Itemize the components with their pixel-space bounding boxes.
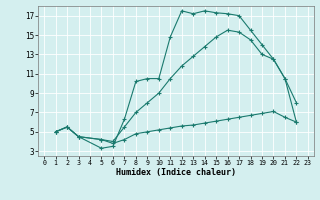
X-axis label: Humidex (Indice chaleur): Humidex (Indice chaleur): [116, 168, 236, 177]
